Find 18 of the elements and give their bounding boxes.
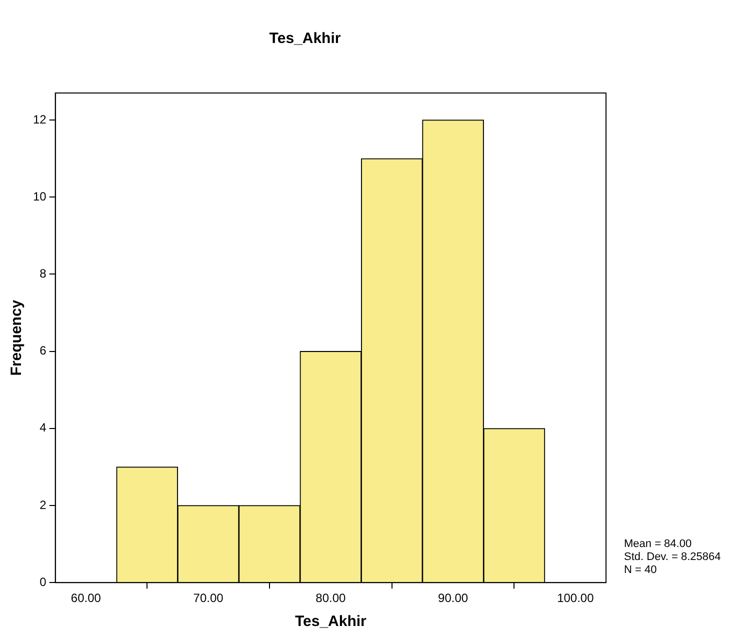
y-axis-title: Frequency: [8, 299, 26, 376]
x-tick-label: 80.00: [316, 591, 346, 606]
y-tick-label: 8: [40, 266, 47, 281]
text: Mean = 84.00: [624, 538, 693, 551]
x-tick-label: 90.00: [438, 591, 468, 606]
y-tick-label: 12: [32, 112, 47, 126]
text: N = 40: [624, 564, 658, 577]
y-tick-label: 2: [40, 498, 47, 512]
y-tick-label: 6: [40, 344, 47, 358]
y-tick-label: 10: [32, 189, 47, 204]
x-tick-label: 60.00: [70, 591, 102, 606]
x-axis-title: Tes_Akhir: [294, 613, 367, 630]
chart-title: Tes_Akhir: [269, 30, 341, 48]
x-tick-label: 100.00: [557, 591, 594, 606]
y-tick-label: 0: [40, 574, 47, 589]
x-tick-label: 70.00: [193, 591, 224, 606]
y-tick-label: 4: [40, 420, 47, 435]
text: Std. Dev. = 8.25864: [624, 551, 721, 564]
